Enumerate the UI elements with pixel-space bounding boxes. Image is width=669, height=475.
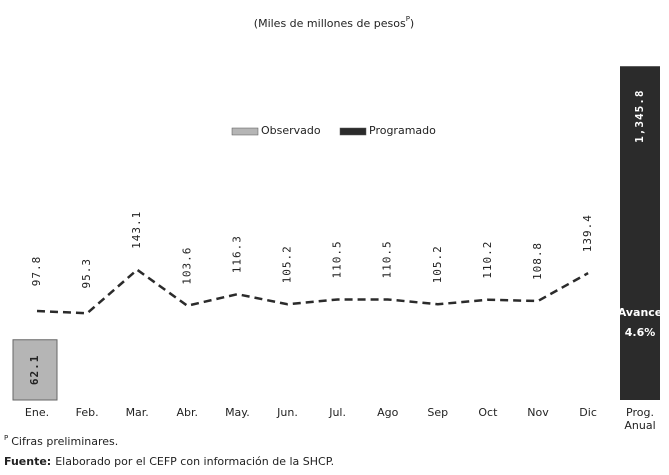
x-tick-label: Mar. bbox=[126, 406, 149, 419]
x-tick-label: Anual bbox=[624, 419, 655, 432]
data-label: 108.8 bbox=[531, 242, 544, 280]
x-tick-label: Ago bbox=[377, 406, 399, 419]
bar bbox=[12, 339, 58, 401]
footnote: P Cifras preliminares. bbox=[4, 434, 118, 448]
chart-subtitle: (Miles de millones de pesosP) bbox=[254, 15, 414, 30]
source: Fuente: Elaborado por el CEFP con informa… bbox=[4, 455, 334, 468]
annual-bar bbox=[620, 66, 660, 400]
footnote-text: Cifras preliminares. bbox=[11, 435, 118, 448]
data-label: 139.4 bbox=[581, 214, 594, 252]
data-label: 116.3 bbox=[230, 235, 243, 273]
subtitle-sup: P bbox=[406, 15, 410, 23]
legend-swatch bbox=[231, 127, 259, 136]
data-label: 110.5 bbox=[381, 240, 394, 278]
annual-label: 1,345.8 bbox=[633, 90, 646, 143]
data-label: 105.2 bbox=[281, 245, 294, 283]
x-tick-label: Sep bbox=[427, 406, 448, 419]
data-label: 110.5 bbox=[331, 240, 344, 278]
x-tick-label: Jun. bbox=[276, 406, 298, 419]
legend-label: Programado bbox=[369, 124, 436, 137]
data-label: 95.3 bbox=[80, 258, 93, 289]
x-tick-label: Ene. bbox=[25, 406, 49, 419]
data-label: 143.1 bbox=[130, 211, 143, 249]
line bbox=[36, 268, 589, 315]
footnote-sup: P bbox=[4, 434, 8, 442]
source-text: Elaborado por el CEFP con información de… bbox=[55, 455, 334, 468]
x-tick-label: Jul. bbox=[328, 406, 346, 419]
legend-swatch bbox=[339, 127, 367, 136]
x-tick-label: Prog. bbox=[626, 406, 654, 419]
source-label: Fuente: bbox=[4, 455, 51, 468]
data-label: 97.8 bbox=[30, 256, 43, 287]
annotation: 4.6% bbox=[625, 326, 656, 339]
annotation: Avance bbox=[618, 306, 663, 319]
x-tick-label: Dic bbox=[579, 406, 597, 419]
x-tick-label: Oct bbox=[478, 406, 498, 419]
x-tick-label: May. bbox=[225, 406, 250, 419]
x-tick-label: Nov bbox=[527, 406, 549, 419]
x-tick-label: Abr. bbox=[177, 406, 199, 419]
data-label: 105.2 bbox=[431, 245, 444, 283]
data-label: 62.1 bbox=[28, 355, 41, 386]
subtitle-text: (Miles de millones de pesos bbox=[254, 17, 406, 30]
subtitle-end: ) bbox=[410, 17, 414, 30]
legend-label: Observado bbox=[261, 124, 321, 137]
x-tick-label: Feb. bbox=[76, 406, 99, 419]
data-label: 110.2 bbox=[481, 241, 494, 279]
data-label: 103.6 bbox=[180, 247, 193, 285]
